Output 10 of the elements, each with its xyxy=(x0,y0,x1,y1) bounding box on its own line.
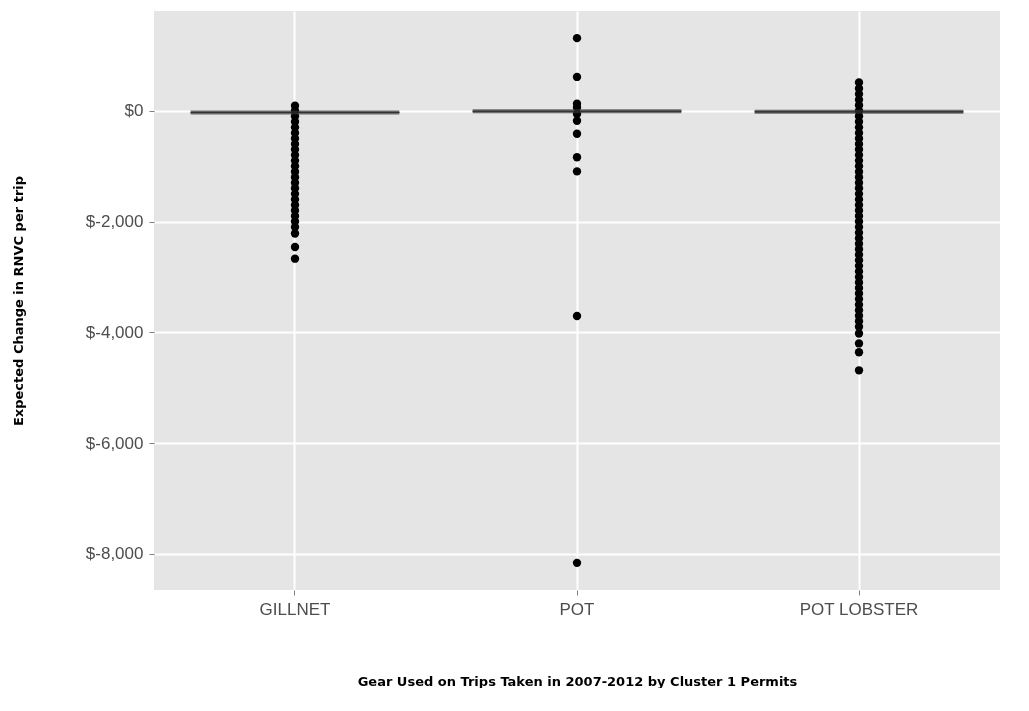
y-tick-label: $-2,000 xyxy=(85,212,144,232)
x-tick-label: POT xyxy=(559,599,595,619)
x-tick-label: GILLNET xyxy=(259,599,331,619)
y-tick-label: $-8,000 xyxy=(85,544,144,564)
y-axis-title: Expected Change in RNVC per trip xyxy=(10,175,26,427)
y-tick-label: $-4,000 xyxy=(85,322,144,342)
x-axis-title: Gear Used on Trips Taken in 2007-2012 by Cluster 1 Permits xyxy=(357,673,798,689)
y-tick-label: $0 xyxy=(124,101,144,121)
y-tick-label: $-6,000 xyxy=(85,433,144,453)
x-tick-label: POT LOBSTER xyxy=(799,599,919,619)
